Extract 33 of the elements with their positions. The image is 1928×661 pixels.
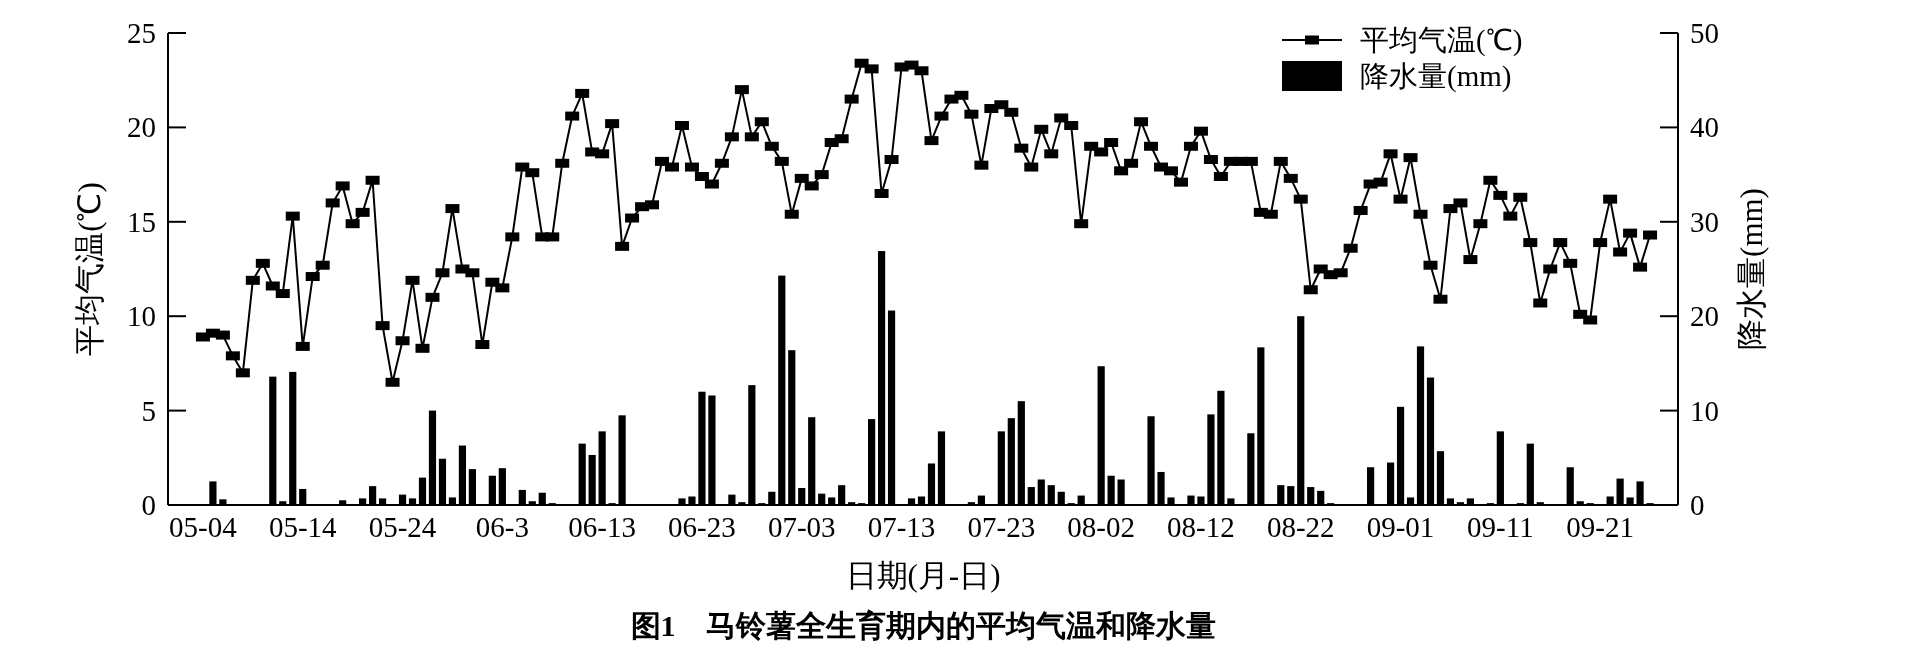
y-tick-label: 15 <box>127 205 156 238</box>
legend-label: 平均气温(℃) <box>1360 24 1523 57</box>
x-axis-title: 日期(月-日) <box>845 558 1001 593</box>
x-tick-label: 06-3 <box>475 511 529 543</box>
x-tick-label: 06-23 <box>668 511 736 543</box>
y2-tick-label: 40 <box>1690 111 1719 144</box>
y-tick-label: 20 <box>127 111 156 144</box>
y-axis-title: 平均气温(℃) <box>72 182 107 356</box>
y2-tick-label: 10 <box>1690 394 1719 427</box>
x-tick-label: 05-04 <box>169 511 238 543</box>
x-tick-label: 05-14 <box>268 511 338 543</box>
x-tick-label: 07-03 <box>767 511 836 543</box>
x-tick-label: 06-13 <box>568 511 636 543</box>
y-tick-label: 10 <box>127 300 156 333</box>
y2-tick-label: 0 <box>1690 489 1705 521</box>
y2-tick-label: 30 <box>1690 205 1719 238</box>
x-tick-label: 09-01 <box>1366 511 1435 543</box>
x-tick-label: 09-11 <box>1467 511 1534 543</box>
x-tick-label: 05-24 <box>368 511 437 543</box>
y2-tick-label: 50 <box>1690 17 1719 49</box>
x-tick-label: 08-12 <box>1167 511 1235 543</box>
x-tick-label: 09-21 <box>1566 511 1634 543</box>
text: 图1 马铃薯全生育期内的平均气温和降水量 <box>630 609 1216 642</box>
y-tick-label: 0 <box>141 489 156 521</box>
y-tick-label: 5 <box>141 394 156 427</box>
x-tick-label: 08-22 <box>1266 511 1335 543</box>
x-tick-label: 08-02 <box>1067 511 1135 543</box>
x-tick-label: 07-23 <box>967 511 1036 543</box>
x-tick-label: 07-13 <box>867 511 936 543</box>
legend-label: 降水量(mm) <box>1360 60 1512 93</box>
y2-tick-label: 20 <box>1690 300 1719 333</box>
y-tick-label: 25 <box>127 17 156 49</box>
y2-axis-title: 降水量(mm) <box>1734 188 1769 350</box>
